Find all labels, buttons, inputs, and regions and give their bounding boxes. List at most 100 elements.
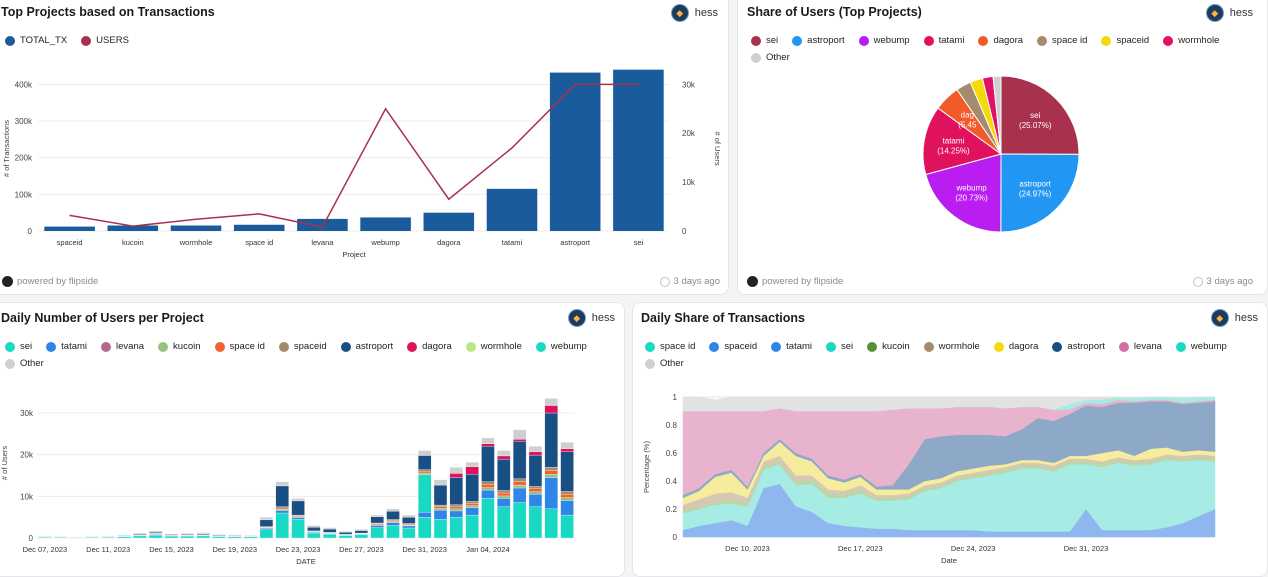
bar-segment-spaceid — [450, 505, 463, 507]
bar-segment-Other — [418, 451, 431, 456]
bar-segment-astroport — [434, 485, 447, 505]
pie-label-name: astroport — [1019, 179, 1051, 188]
x-axis-label: DATE — [296, 557, 315, 566]
bar-segment-kucoin — [387, 522, 400, 523]
bar-segment-sei — [133, 536, 146, 538]
bar-segment-sei — [355, 535, 368, 538]
bar-segment-dagora — [529, 452, 542, 455]
bar-segment-kucoin — [545, 474, 558, 477]
y-axis-label: Percentage (%) — [642, 440, 651, 493]
bar-segment-astroport — [418, 456, 431, 470]
bar-segment-space-id — [387, 521, 400, 522]
flipside-icon — [2, 276, 13, 287]
bar-segment-tatami — [513, 488, 526, 503]
y-tick-label: 0.8 — [666, 421, 678, 430]
y-tick-label: 30k — [20, 409, 34, 418]
bar-space-id — [234, 225, 285, 231]
bar-segment-space-id — [529, 489, 542, 492]
bar-segment-kucoin — [466, 506, 479, 508]
bar-segment-Other — [149, 531, 162, 532]
bar-segment-astroport — [466, 474, 479, 501]
bar-segment-sei — [323, 534, 336, 538]
flipside-icon — [747, 276, 758, 287]
bar-segment-kucoin — [276, 509, 289, 510]
bar-segment-tatami — [481, 490, 494, 498]
bar-segment-astroport — [561, 452, 574, 492]
bar-segment-kucoin — [481, 488, 494, 491]
powered-text: powered by flipside — [762, 276, 843, 287]
bar-segment-Other — [323, 528, 336, 529]
bar-segment-astroport — [387, 511, 400, 519]
bar-segment-sei — [450, 517, 463, 538]
bar-segment-space-id — [497, 493, 510, 496]
updated-text: 3 days ago — [674, 276, 720, 287]
bar-segment-dagora — [450, 473, 463, 477]
bar-segment-Other — [481, 438, 494, 444]
pie-label-name: webump — [955, 183, 987, 192]
y2-tick-label: 0 — [682, 227, 687, 236]
x-tick-label: Dec 15, 2023 — [149, 545, 194, 554]
bar-segment-Other — [260, 517, 273, 520]
bar-segment-tatami — [561, 501, 574, 516]
x-tick-label: Dec 31, 2023 — [1064, 544, 1109, 553]
y2-axis-label: # of Users — [713, 131, 722, 165]
bar-astroport — [550, 73, 601, 231]
bar-segment-kucoin — [450, 509, 463, 511]
bar-segment-astroport — [276, 486, 289, 507]
bar-webump — [360, 217, 411, 231]
bar-segment-astroport — [545, 413, 558, 467]
bar-segment-Other — [545, 398, 558, 405]
pie-label-value: (14.25%) — [937, 146, 970, 155]
bar-segment-Other — [450, 467, 463, 473]
y-tick-label: 400k — [15, 80, 33, 89]
bar-segment-tatami — [371, 526, 384, 528]
updated-info: 3 days ago — [1193, 276, 1253, 287]
bar-segment-Other — [466, 462, 479, 467]
y-tick-label: 0.6 — [666, 449, 678, 458]
x-tick-label: Dec 07, 2023 — [23, 545, 68, 554]
bar-segment-dagora — [466, 467, 479, 475]
bar-segment-astroport — [355, 531, 368, 534]
bar-segment-Other — [434, 480, 447, 485]
x-tick-label: wormhole — [179, 238, 213, 247]
y-tick-label: 1 — [673, 393, 678, 402]
y-axis-label: # of Transactions — [2, 120, 11, 177]
bar-segment-sei — [276, 513, 289, 538]
updated-info: 3 days ago — [660, 276, 720, 287]
bar-segment-dagora — [561, 449, 574, 452]
bar-segment-sei — [434, 519, 447, 538]
x-tick-label: space id — [245, 238, 273, 247]
clock-icon — [1193, 277, 1203, 287]
bar-segment-kucoin — [418, 473, 431, 475]
powered-by-link[interactable]: powered by flipside — [2, 276, 98, 287]
bar-segment-spaceid — [387, 519, 400, 520]
bar-segment-sei — [228, 537, 241, 538]
bar-segment-astroport — [402, 517, 415, 523]
bar-segment-sei — [260, 530, 273, 538]
bar-segment-spaceid — [561, 491, 574, 494]
pie-label-value: (20.73%) — [955, 193, 988, 202]
clock-icon — [660, 277, 670, 287]
bar-segment-sei — [513, 503, 526, 538]
bar-segment-space-id — [450, 507, 463, 509]
bar-segment-spaceid — [545, 467, 558, 470]
bar-segment-sei — [418, 517, 431, 538]
powered-by-link[interactable]: powered by flipside — [747, 276, 843, 287]
bar-tatami — [487, 189, 538, 231]
bar-segment-astroport — [307, 527, 320, 531]
bar-segment-Other — [244, 535, 257, 536]
bar-segment-space-id — [561, 494, 574, 497]
bar-segment-astroport — [260, 520, 273, 527]
bar-segment-Other — [402, 515, 415, 517]
y-axis-label: # of Users — [0, 446, 9, 480]
x-tick-label: levana — [311, 238, 334, 247]
updated-text: 3 days ago — [1207, 276, 1253, 287]
bar-segment-spaceid — [497, 491, 510, 494]
bar-segment-astroport — [450, 478, 463, 505]
bar-segment-tatami — [466, 508, 479, 516]
y-tick-label: 0 — [28, 227, 33, 236]
bar-segment-spaceid — [466, 501, 479, 503]
